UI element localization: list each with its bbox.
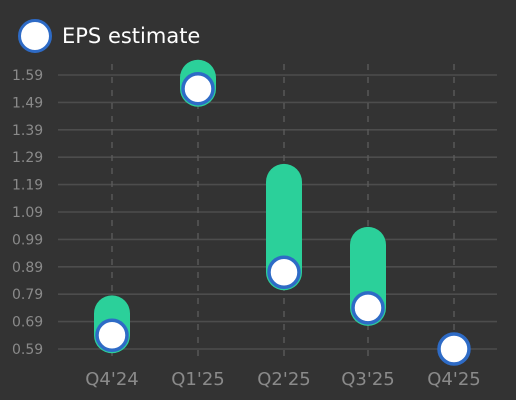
data-point-marker bbox=[437, 332, 471, 366]
y-tick-label: 1.09 bbox=[12, 205, 43, 221]
x-tick-label: Q4'24 bbox=[85, 369, 138, 390]
y-tick-label: 0.79 bbox=[12, 287, 43, 303]
x-axis-tick-labels: Q4'24 Q1'25 Q2'25 Q3'25 Q4'25 bbox=[85, 369, 480, 390]
range-bars bbox=[94, 59, 386, 354]
y-tick-label: 0.69 bbox=[12, 315, 43, 331]
y-tick-label: 1.59 bbox=[12, 68, 43, 84]
legend-label: EPS estimate bbox=[62, 24, 201, 48]
circle-marker-icon bbox=[18, 19, 52, 53]
y-tick-label: 0.99 bbox=[12, 232, 43, 248]
data-point-marker bbox=[267, 255, 301, 290]
y-tick-label: 1.29 bbox=[12, 150, 43, 166]
data-point-marker bbox=[181, 71, 215, 106]
y-tick-label: 1.19 bbox=[12, 178, 43, 194]
y-tick-label: 0.59 bbox=[12, 342, 43, 358]
x-tick-label: Q4'25 bbox=[427, 369, 480, 390]
data-point-marker bbox=[351, 291, 385, 325]
y-tick-label: 1.49 bbox=[12, 95, 43, 111]
legend: EPS estimate bbox=[18, 19, 200, 53]
y-tick-label: 0.89 bbox=[12, 260, 43, 276]
y-tick-label: 1.39 bbox=[12, 123, 43, 139]
x-tick-label: Q1'25 bbox=[171, 369, 224, 390]
x-tick-label: Q3'25 bbox=[341, 369, 394, 390]
estimate-markers bbox=[95, 71, 471, 366]
data-point-marker bbox=[95, 318, 129, 353]
x-tick-label: Q2'25 bbox=[257, 369, 310, 390]
y-axis-tick-labels: 0.59 0.69 0.79 0.89 0.99 1.09 1.19 1.29 1.39 1.49… bbox=[12, 68, 43, 358]
